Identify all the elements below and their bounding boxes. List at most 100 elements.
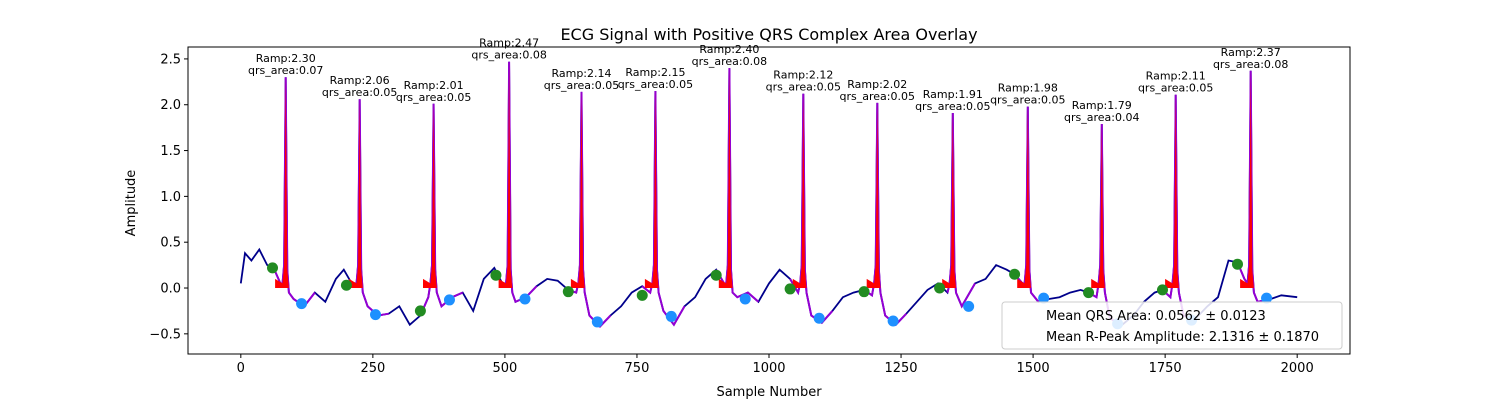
qrs-onset-marker xyxy=(710,269,722,281)
qrs-overlay-12 xyxy=(1088,123,1121,328)
r-peak-amplitude-label: Ramp:2.37 xyxy=(1221,46,1281,59)
qrs-area-fill-12 xyxy=(1091,124,1105,288)
qrs-area-label: qrs_area:0.08 xyxy=(692,55,767,68)
qrs-onset-marker xyxy=(562,286,574,298)
qrs-overlay-5 xyxy=(567,91,612,328)
qrs-onset-marker xyxy=(1083,287,1095,299)
qrs-area-fill-9 xyxy=(866,102,881,289)
r-peak-amplitude-label: Ramp:2.14 xyxy=(551,67,611,80)
qrs-area-fill-11 xyxy=(1017,106,1031,288)
r-peak-amplitude-label: Ramp:2.06 xyxy=(330,74,390,87)
qrs-overlay-6 xyxy=(641,90,686,327)
legend-box xyxy=(1001,301,1343,350)
y-tick-label: 2.0 xyxy=(160,98,181,113)
qrs-area-fill-6 xyxy=(644,91,659,288)
legend-entry: Mean QRS Area: 0.0562 ± 0.0123 xyxy=(1046,309,1266,324)
qrs-onset-marker xyxy=(858,286,870,298)
qrs-area-label: qrs_area:0.04 xyxy=(1064,111,1139,124)
qrs-area-label: qrs_area:0.05 xyxy=(396,91,471,104)
y-tick-label: 0.5 xyxy=(160,236,181,251)
qrs-offset-marker xyxy=(813,312,825,324)
y-tick-label: 2.5 xyxy=(160,52,181,67)
qrs-area-fill-8 xyxy=(792,93,807,288)
y-tick-label: 1.5 xyxy=(160,144,181,159)
qrs-area-fill-1 xyxy=(275,77,289,288)
qrs-onset-marker xyxy=(267,262,279,274)
chart-title: ECG Signal with Positive QRS Complex Are… xyxy=(560,25,977,44)
r-peak-amplitude-label: Ramp:2.02 xyxy=(847,78,907,91)
qrs-onset-marker xyxy=(1156,284,1168,296)
qrs-onset-marker xyxy=(934,282,946,294)
qrs-offset-marker xyxy=(963,300,975,312)
r-peak-amplitude-label: Ramp:1.79 xyxy=(1072,99,1132,112)
x-tick-label: 1500 xyxy=(1017,361,1050,376)
qrs-area-fill-5 xyxy=(570,91,585,289)
y-tick-label: 1.0 xyxy=(160,190,181,205)
qrs-area-label: qrs_area:0.05 xyxy=(322,86,397,99)
qrs-onset-marker xyxy=(784,283,796,295)
qrs-onset-marker xyxy=(414,305,426,317)
qrs-area-label: qrs_area:0.05 xyxy=(990,94,1065,107)
x-tick-label: 1000 xyxy=(752,361,785,376)
y-tick-label: 0.0 xyxy=(160,282,181,297)
x-tick-label: 1750 xyxy=(1149,361,1182,376)
qrs-area-label: qrs_area:0.08 xyxy=(1213,58,1288,71)
qrs-area-fill-14 xyxy=(1240,70,1254,288)
r-peak-amplitude-label: Ramp:2.15 xyxy=(625,66,685,79)
qrs-area-label: qrs_area:0.05 xyxy=(544,79,619,92)
qrs-area-label: qrs_area:0.05 xyxy=(766,81,841,94)
plot-area: Ramp:2.30qrs_area:0.07Ramp:2.06qrs_area:… xyxy=(149,37,1351,376)
qrs-area-fill-10 xyxy=(942,113,956,288)
qrs-onset-marker xyxy=(1231,258,1243,270)
r-peak-amplitude-label: Ramp:1.91 xyxy=(923,88,983,101)
y-tick-label: −0.5 xyxy=(149,327,181,342)
x-tick-label: 0 xyxy=(237,361,245,376)
qrs-offset-marker xyxy=(887,315,899,327)
qrs-onset-marker xyxy=(490,269,502,281)
qrs-offset-marker xyxy=(519,293,531,305)
x-tick-label: 250 xyxy=(360,361,385,376)
qrs-area-label: qrs_area:0.07 xyxy=(248,64,323,77)
qrs-overlay-4 xyxy=(502,61,538,304)
y-axis-label: Amplitude xyxy=(124,170,139,237)
r-peak-amplitude-label: Ramp:2.12 xyxy=(773,69,833,82)
x-tick-label: 750 xyxy=(625,361,650,376)
r-peak-amplitude-label: Ramp:2.47 xyxy=(479,37,539,50)
qrs-onset-marker xyxy=(340,279,352,291)
qrs-offset-marker xyxy=(591,316,603,328)
x-tick-label: 1250 xyxy=(884,361,917,376)
qrs-onset-marker xyxy=(1009,268,1021,280)
r-peak-amplitude-label: Ramp:1.98 xyxy=(998,82,1058,95)
r-peak-amplitude-label: Ramp:2.11 xyxy=(1146,70,1206,83)
qrs-offset-marker xyxy=(296,298,308,310)
qrs-area-label: qrs_area:0.05 xyxy=(915,100,990,113)
qrs-offset-marker xyxy=(665,310,677,322)
qrs-area-label: qrs_area:0.05 xyxy=(618,78,693,91)
qrs-area-label: qrs_area:0.05 xyxy=(840,90,915,103)
qrs-offset-marker xyxy=(370,309,382,321)
qrs-area-fill-13 xyxy=(1165,94,1179,288)
x-tick-label: 500 xyxy=(492,361,517,376)
qrs-offset-marker xyxy=(1038,292,1050,304)
r-peak-amplitude-label: Ramp:2.40 xyxy=(699,43,759,56)
qrs-overlay-9 xyxy=(863,102,908,327)
qrs-onset-marker xyxy=(636,289,648,301)
qrs-area-fill-2 xyxy=(349,99,363,288)
qrs-offset-marker xyxy=(1261,292,1273,304)
qrs-overlay-8 xyxy=(789,93,834,325)
qrs-area-label: qrs_area:0.05 xyxy=(1138,82,1213,95)
qrs-area-label: qrs_area:0.08 xyxy=(471,49,546,62)
r-peak-amplitude-label: Ramp:2.30 xyxy=(256,52,316,65)
x-axis-label: Sample Number xyxy=(716,385,822,400)
qrs-overlay-7 xyxy=(715,68,760,303)
r-peak-amplitude-label: Ramp:2.01 xyxy=(404,79,464,92)
legend-entry: Mean R-Peak Amplitude: 2.1316 ± 0.1870 xyxy=(1046,330,1319,345)
qrs-area-fill-3 xyxy=(423,103,437,288)
qrs-area-fill-4 xyxy=(498,61,513,289)
qrs-overlay-1 xyxy=(272,77,316,308)
qrs-offset-marker xyxy=(443,294,455,306)
x-tick-label: 2000 xyxy=(1281,361,1314,376)
qrs-offset-marker xyxy=(739,293,751,305)
qrs-area-fill-7 xyxy=(718,68,733,288)
